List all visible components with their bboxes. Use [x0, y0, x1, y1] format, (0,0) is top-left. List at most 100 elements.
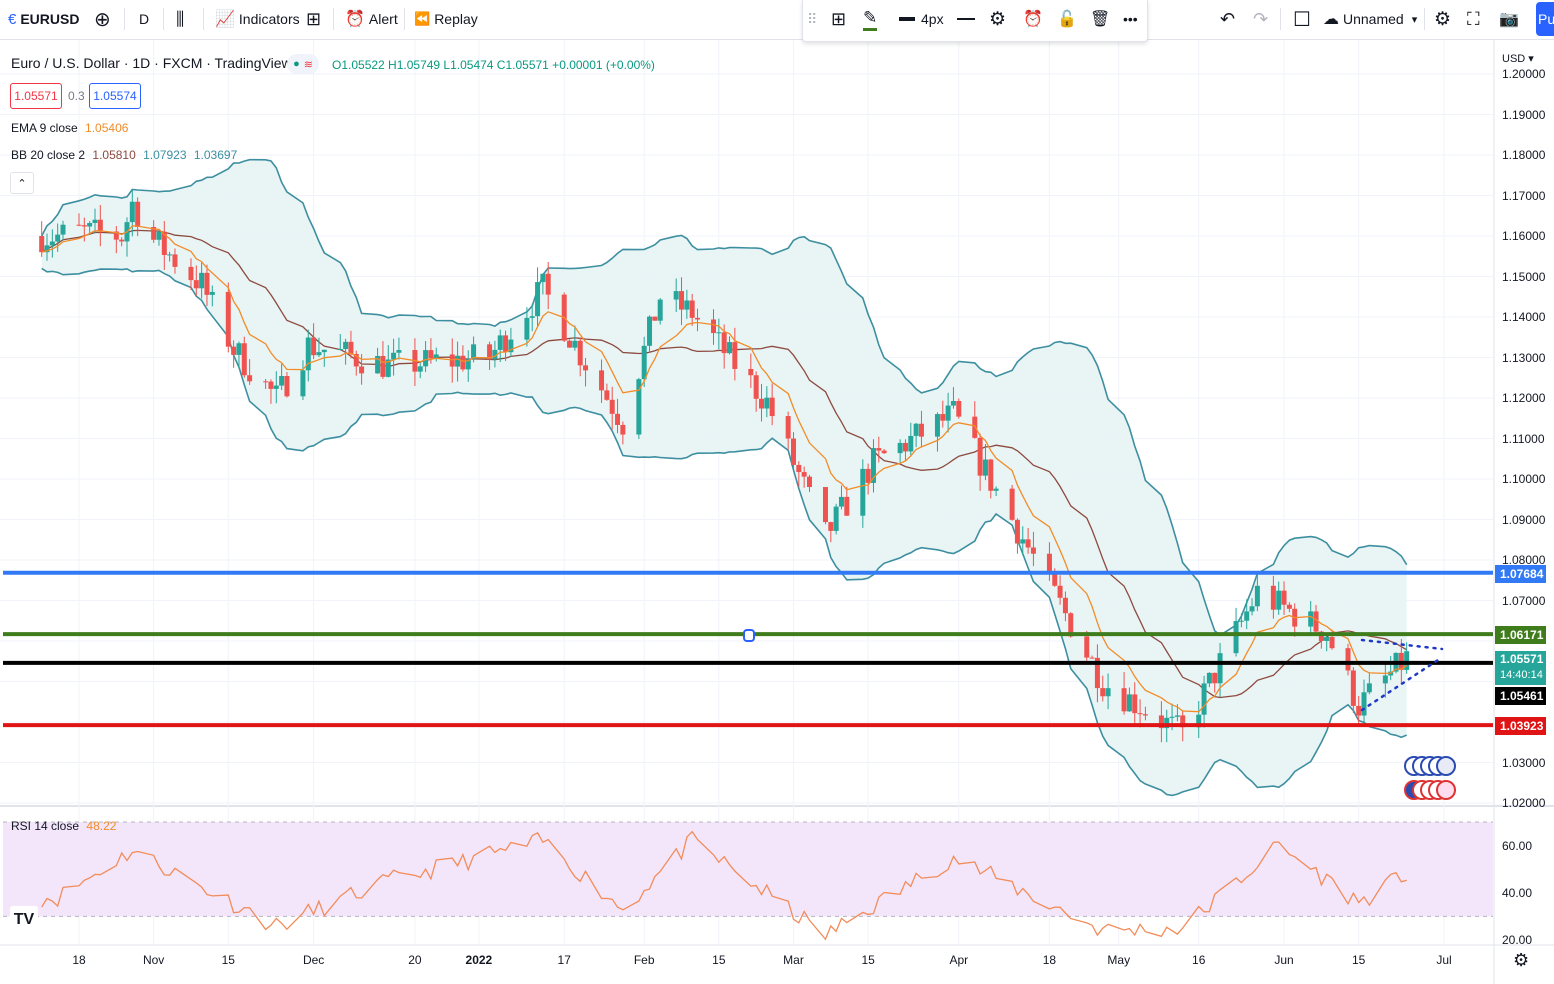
candle-body	[135, 201, 141, 228]
candle-body	[81, 225, 87, 227]
redo-button[interactable]: ↷	[1253, 0, 1268, 38]
layout-name: Unnamed	[1343, 11, 1404, 27]
price-tick-label: 1.17000	[1502, 188, 1546, 203]
currency-selector[interactable]: USD ▾	[1502, 52, 1534, 65]
candle-body	[934, 414, 940, 437]
ema-legend[interactable]: EMA 9 close 1.05406	[11, 121, 128, 135]
countdown-value: 14:40:14	[1500, 669, 1543, 681]
drawing-toolbar: ⠿ ⊞ ✎ 4px ⚙ ⏰ 🔓 🗑 •••	[802, 0, 1148, 42]
candle-body	[769, 397, 775, 417]
publish-button[interactable]: Pu	[1536, 2, 1554, 36]
delete-button[interactable]: 🗑	[1090, 0, 1110, 38]
drag-dots-icon: ⠿	[807, 10, 818, 27]
price-label-red: 1.03923	[1495, 717, 1546, 735]
candle-body	[641, 345, 647, 380]
drawing-alert-button[interactable]: ⏰	[1023, 0, 1043, 38]
sell-button[interactable]: 1.05571	[10, 83, 62, 109]
collapse-legend-button[interactable]: ⌃	[10, 172, 34, 194]
settings-button[interactable]: ⚙	[1434, 0, 1451, 38]
symbol-search-button[interactable]: € EURUSD	[8, 0, 79, 38]
candle-body	[1014, 519, 1020, 544]
candle-body	[583, 365, 589, 371]
candle-body	[620, 424, 626, 435]
replay-button[interactable]: ⏪ Replay	[414, 0, 478, 38]
candle-body	[300, 370, 306, 397]
candle-body	[1158, 715, 1164, 729]
gear-icon: ⚙	[989, 8, 1007, 30]
rsi-tick-label: 20.00	[1502, 933, 1533, 947]
time-tick-label: Apr	[949, 953, 969, 967]
price-tick-label: 1.11000	[1502, 431, 1545, 446]
candle-body	[609, 399, 615, 414]
price-tick-label: 1.20000	[1502, 67, 1546, 81]
templates-button[interactable]: ⊞	[831, 0, 846, 38]
candle-body	[1382, 675, 1388, 684]
candle-body	[977, 437, 983, 476]
market-status-icon[interactable]: ● ≋	[287, 54, 319, 74]
rsi-legend[interactable]: RSI 14 close 48.22	[11, 819, 116, 833]
candle-body	[311, 337, 317, 356]
indicators-button[interactable]: 📈 Indicators	[215, 0, 300, 38]
templates-button[interactable]: ⊞	[306, 0, 321, 38]
plus-circle-icon: ⊕	[94, 8, 111, 31]
interval-button[interactable]: D	[139, 0, 149, 38]
economic-events-icon[interactable]	[1404, 756, 1456, 800]
candle-body	[305, 337, 311, 371]
candle-body	[1329, 636, 1335, 649]
candle-body	[225, 291, 231, 347]
line-width-button[interactable]: 4px	[899, 0, 944, 38]
drag-handle[interactable]: ⠿	[807, 0, 817, 38]
tradingview-logo[interactable]: TV	[10, 906, 38, 934]
candle-body	[748, 368, 754, 376]
rsi-band	[3, 822, 1493, 917]
redo-icon: ↷	[1253, 8, 1269, 29]
bb-basis-value: 1.05810	[92, 148, 136, 162]
time-tick-label: 15	[712, 953, 726, 967]
candle-body	[822, 487, 828, 523]
candle-body	[689, 300, 695, 318]
chart-type-button[interactable]: ⫼	[176, 0, 184, 38]
compare-button[interactable]: ⊕	[94, 0, 111, 38]
bb-fill	[41, 159, 1407, 796]
buy-button[interactable]: 1.05574	[89, 83, 141, 109]
candle-body	[1233, 621, 1239, 654]
bb-legend[interactable]: BB 20 close 2 1.05810 1.07923 1.03697	[11, 148, 237, 162]
axis-settings-icon[interactable]: ⚙	[1513, 950, 1530, 970]
candle-body	[545, 273, 551, 295]
price-label-black: 1.05461	[1495, 687, 1546, 705]
candle-body	[97, 219, 103, 232]
candle-body	[982, 459, 988, 476]
ema-value: 1.05406	[85, 121, 129, 135]
candle-body	[375, 355, 381, 374]
save-layout-button[interactable]: ☁ Unnamed ▾	[1323, 0, 1417, 38]
candle-body	[615, 413, 621, 425]
triangle-pattern-drawing[interactable]	[1360, 638, 1444, 712]
time-tick-label: 17	[557, 953, 571, 967]
bb-label: BB 20 close 2	[11, 148, 86, 162]
candle-body	[1308, 611, 1314, 627]
candle-body	[604, 390, 610, 400]
candle-body	[1009, 488, 1015, 520]
candle-body	[337, 349, 343, 351]
divider	[203, 8, 204, 30]
candle-body	[1324, 636, 1330, 641]
candle-body	[524, 317, 530, 340]
fullscreen-button[interactable]: ⛶	[1467, 0, 1480, 38]
undo-button[interactable]: ↶	[1220, 0, 1235, 38]
lock-button[interactable]: 🔓	[1057, 0, 1077, 38]
line-style-button[interactable]	[957, 0, 975, 38]
candle-body	[1366, 683, 1372, 693]
drawing-settings-button[interactable]: ⚙	[989, 0, 1006, 38]
line-color-button[interactable]: ✎	[863, 0, 878, 38]
line-handle[interactable]	[743, 629, 755, 642]
candle-body	[1276, 590, 1282, 610]
alert-button[interactable]: ⏰ Alert	[345, 0, 398, 38]
price-tick-label: 1.09000	[1502, 512, 1546, 527]
candle-body	[1404, 651, 1410, 670]
price-tick-label: 1.13000	[1502, 350, 1546, 365]
snapshot-button[interactable]: 📷	[1499, 0, 1519, 38]
more-button[interactable]: •••	[1123, 0, 1138, 38]
candles-icon: ⫼	[176, 8, 185, 29]
select-layout-button[interactable]: ☐	[1293, 0, 1311, 38]
